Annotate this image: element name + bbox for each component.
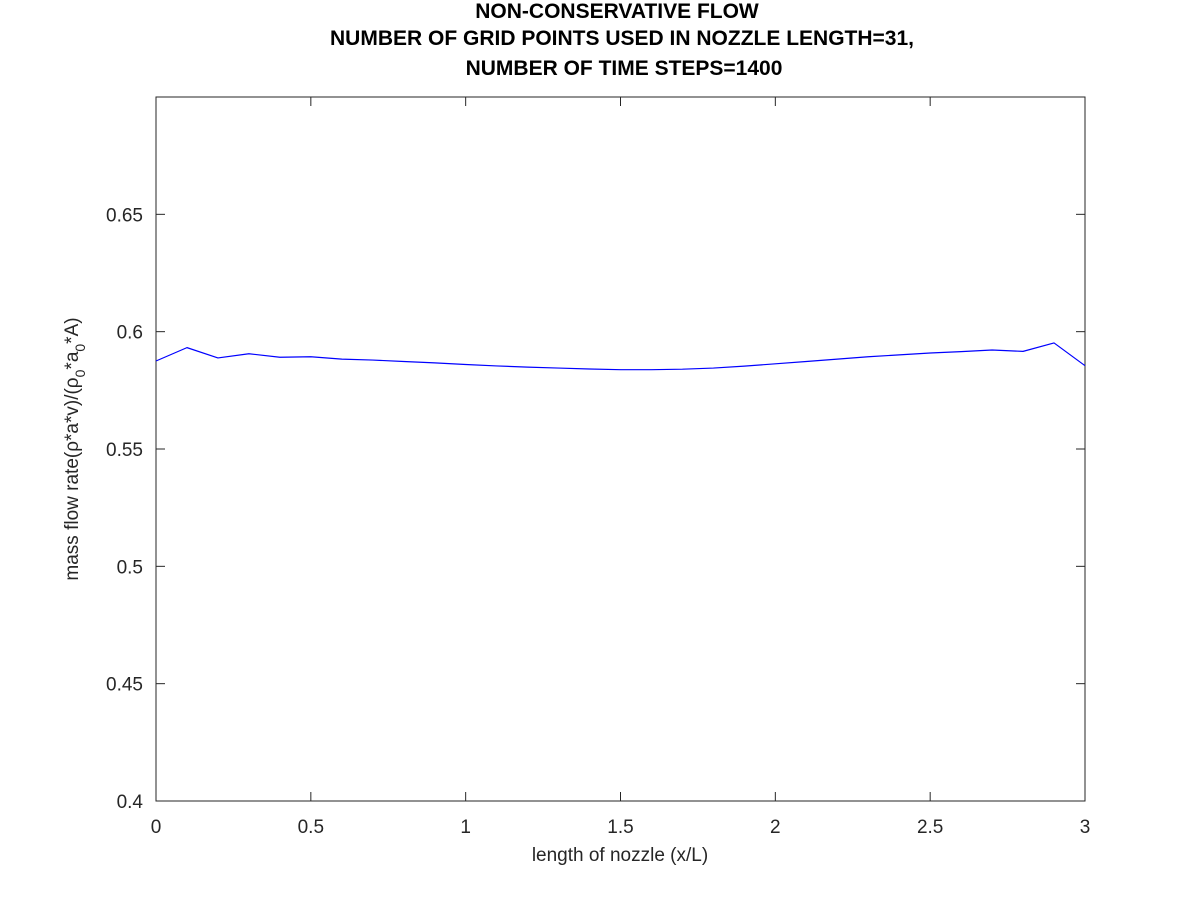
x-tick-label-2: 1: [460, 817, 471, 838]
y-axis-label: mass flow rate(ρ*a*v)/(ρ0*a0*A): [62, 317, 88, 580]
x-tick-label-5: 2.5: [917, 817, 943, 838]
y-tick-label-2: 0.5: [117, 557, 143, 578]
x-tick-label-3: 1.5: [607, 817, 633, 838]
x-axis-ticks: 0 0.5 1 1.5 2 2.5 3: [151, 97, 1091, 838]
y-axis-ticks: 0.4 0.45 0.5 0.55 0.6 0.65: [106, 205, 1085, 813]
chart-title-line-1: NON-CONSERVATIVE FLOW: [475, 0, 759, 23]
x-tick-label-6: 3: [1080, 817, 1091, 838]
y-tick-label-3: 0.55: [106, 440, 143, 461]
x-axis-label: length of nozzle (x/L): [532, 845, 708, 866]
y-axis-label-suffix: *A): [62, 317, 83, 343]
y-axis-label-subscript-2: 0: [72, 344, 88, 352]
y-axis-label-prefix: mass flow rate(ρ*a*v)/(ρ: [62, 377, 83, 580]
y-tick-label-4: 0.6: [117, 323, 143, 344]
y-tick-label-5: 0.65: [106, 205, 143, 226]
y-tick-label-1: 0.45: [106, 675, 143, 696]
x-tick-label-0: 0: [151, 817, 162, 838]
x-tick-label-4: 2: [770, 817, 781, 838]
chart-title-line-2: NUMBER OF GRID POINTS USED IN NOZZLE LEN…: [330, 27, 914, 50]
series-line-0: [155, 342, 1086, 371]
series-layer: [155, 342, 1086, 371]
x-tick-label-1: 0.5: [298, 817, 324, 838]
y-axis-label-middle: *a: [62, 351, 83, 369]
y-axis-label-subscript-1: 0: [72, 369, 88, 377]
chart-title-line-3: NUMBER OF TIME STEPS=1400: [466, 57, 783, 80]
y-tick-label-0: 0.4: [117, 792, 144, 813]
